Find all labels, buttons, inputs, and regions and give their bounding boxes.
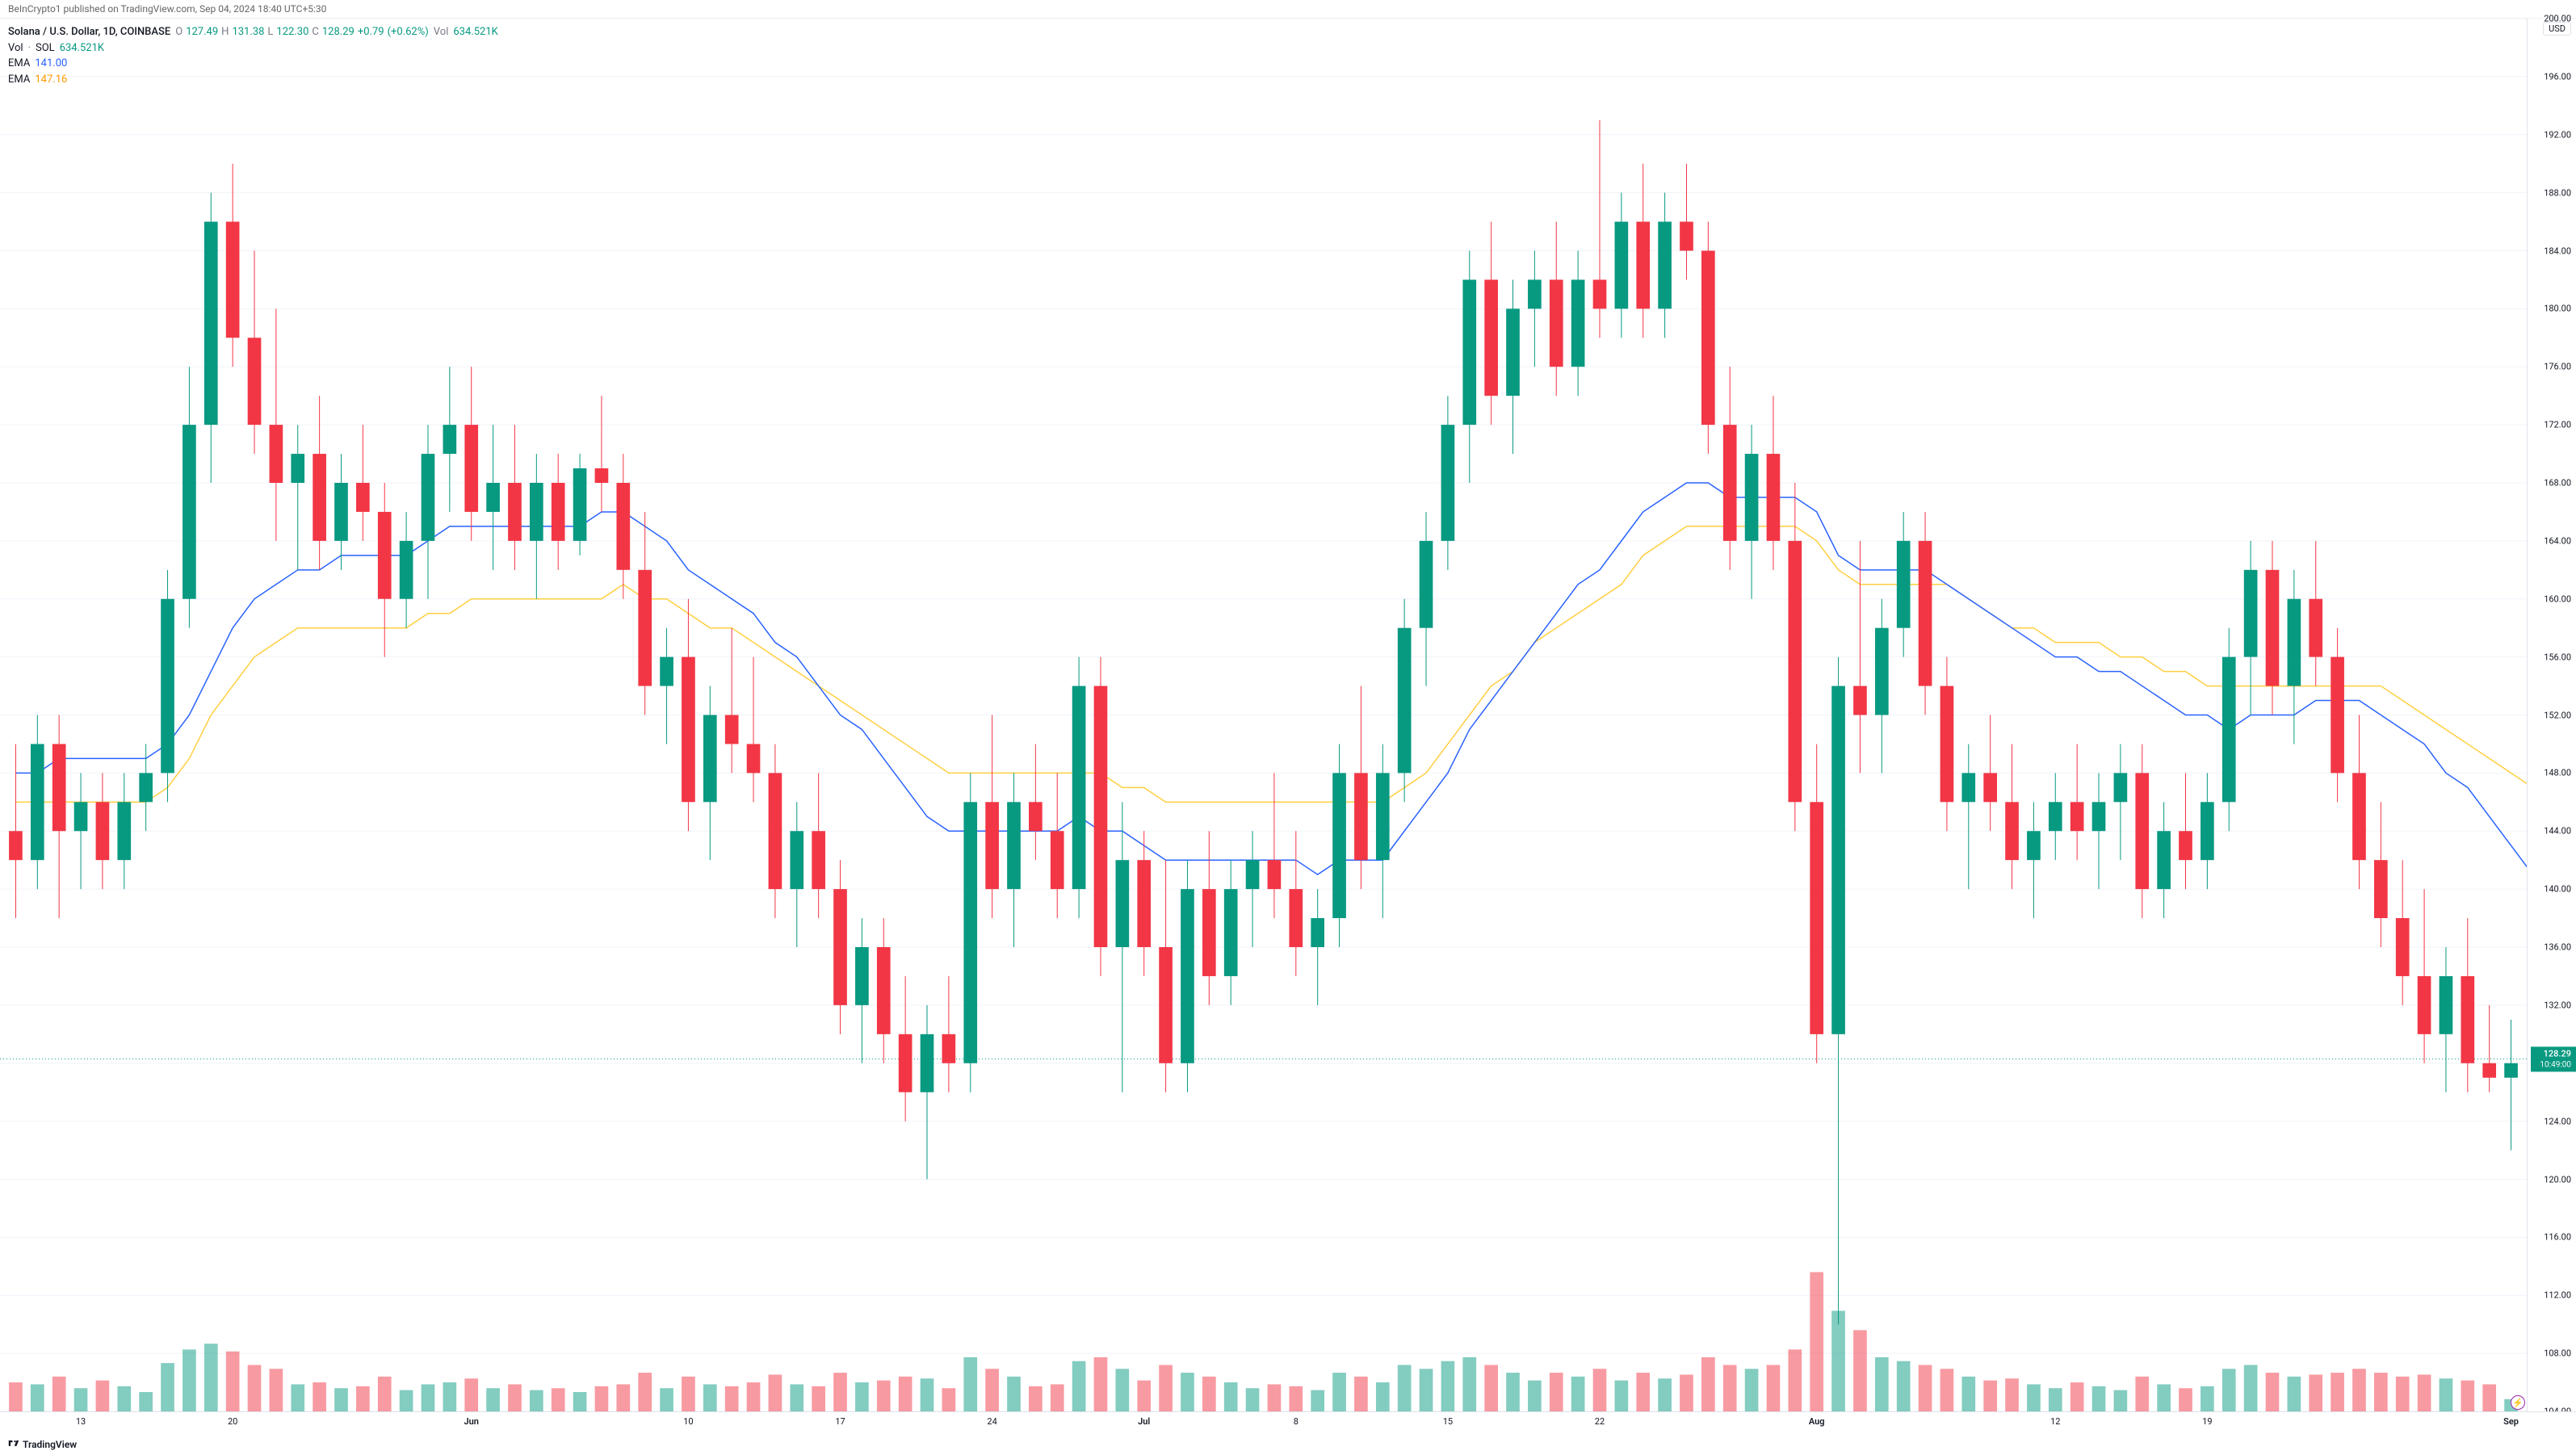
x-tick: 12	[2050, 1416, 2060, 1427]
y-tick: 180.00	[2544, 304, 2571, 314]
high-label: H	[221, 24, 229, 40]
y-tick: 184.00	[2544, 245, 2571, 256]
y-axis[interactable]: USD 200.00196.00192.00188.00184.00180.00…	[2528, 19, 2576, 1411]
y-tick: 172.00	[2544, 420, 2571, 430]
close-label: C	[312, 24, 318, 40]
close-value: 128.29	[322, 24, 355, 40]
y-tick: 116.00	[2544, 1232, 2571, 1243]
footer: TradingView	[0, 1434, 2576, 1455]
y-tick: 140.00	[2544, 884, 2571, 895]
x-tick: Jul	[1138, 1416, 1150, 1427]
y-tick: 120.00	[2544, 1174, 2571, 1185]
y-tick: 164.00	[2544, 535, 2571, 546]
open-value: 127.49	[186, 24, 218, 40]
x-axis[interactable]: 13 20 Jun 10 17 24 Jul 8 15 22 Aug 12 19 Sep	[0, 1411, 2576, 1434]
y-tick: 200.00	[2544, 14, 2571, 24]
y-tick: 156.00	[2544, 652, 2571, 662]
y-tick: 152.00	[2544, 710, 2571, 720]
x-tick: 15	[1443, 1416, 1453, 1427]
x-tick: 10	[683, 1416, 693, 1427]
y-tick: 148.00	[2544, 768, 2571, 778]
x-tick: 24	[987, 1416, 996, 1427]
vol-inline-label: Vol	[434, 24, 449, 40]
ohlc-group: O127.49 H131.38 L122.30 C128.29 +0.79 (+…	[175, 24, 429, 40]
attribution-text: BeInCrypto1 published on TradingView.com…	[8, 3, 326, 15]
x-tick: Jun	[464, 1416, 479, 1427]
ema2-value: 147.16	[35, 72, 67, 88]
x-tick: 20	[228, 1416, 237, 1427]
y-tick: 168.00	[2544, 478, 2571, 488]
x-tick: 13	[76, 1416, 86, 1427]
y-tick: 176.00	[2544, 362, 2571, 372]
low-value: 122.30	[276, 24, 308, 40]
vol-inline-value: 634.521K	[453, 24, 497, 40]
x-tick: Aug	[1809, 1416, 1825, 1427]
vol-sub: SOL	[36, 40, 55, 57]
price-badge: 128.2910:49:00	[2531, 1046, 2576, 1071]
x-tick: 22	[1595, 1416, 1605, 1427]
chart-container: BeInCrypto1 published on TradingView.com…	[0, 0, 2576, 1455]
plot-area[interactable]: ⚡	[0, 19, 2528, 1411]
attribution-header: BeInCrypto1 published on TradingView.com…	[0, 0, 2576, 19]
change-value: +0.79	[358, 24, 384, 40]
ema1-label[interactable]: EMA	[8, 56, 30, 72]
ema1-value: 141.00	[35, 56, 67, 72]
y-tick: 144.00	[2544, 826, 2571, 837]
chart-svg[interactable]	[0, 19, 2527, 1411]
y-tick: 136.00	[2544, 942, 2571, 953]
y-tick: 132.00	[2544, 1000, 2571, 1010]
y-tick: 192.00	[2544, 129, 2571, 140]
x-tick: 19	[2202, 1416, 2212, 1427]
y-tick: 108.00	[2544, 1348, 2571, 1359]
change-pct: (+0.62%)	[388, 24, 429, 40]
y-tick: 124.00	[2544, 1116, 2571, 1126]
ema2-label[interactable]: EMA	[8, 72, 30, 88]
currency-badge[interactable]: USD	[2543, 22, 2571, 36]
y-tick: 160.00	[2544, 593, 2571, 604]
vol-value: 634.521K	[60, 40, 104, 57]
tradingview-icon	[8, 1439, 19, 1450]
x-tick: 8	[1294, 1416, 1298, 1427]
flash-icon[interactable]: ⚡	[2511, 1395, 2525, 1410]
y-tick: 196.00	[2544, 71, 2571, 82]
symbol-name[interactable]: Solana / U.S. Dollar, 1D, COINBASE	[8, 24, 170, 40]
footer-brand: TradingView	[23, 1439, 77, 1450]
x-tick: Sep	[2503, 1416, 2519, 1427]
x-tick: 17	[835, 1416, 845, 1427]
vol-label: Vol	[8, 40, 23, 57]
info-panel: Solana / U.S. Dollar, 1D, COINBASE O127.…	[8, 24, 498, 87]
low-label: L	[267, 24, 273, 40]
y-tick: 112.00	[2544, 1290, 2571, 1301]
high-value: 131.38	[232, 24, 264, 40]
y-tick: 188.00	[2544, 187, 2571, 198]
chart-area[interactable]: ⚡ USD 200.00196.00192.00188.00184.00180.…	[0, 19, 2576, 1411]
open-label: O	[175, 24, 183, 40]
